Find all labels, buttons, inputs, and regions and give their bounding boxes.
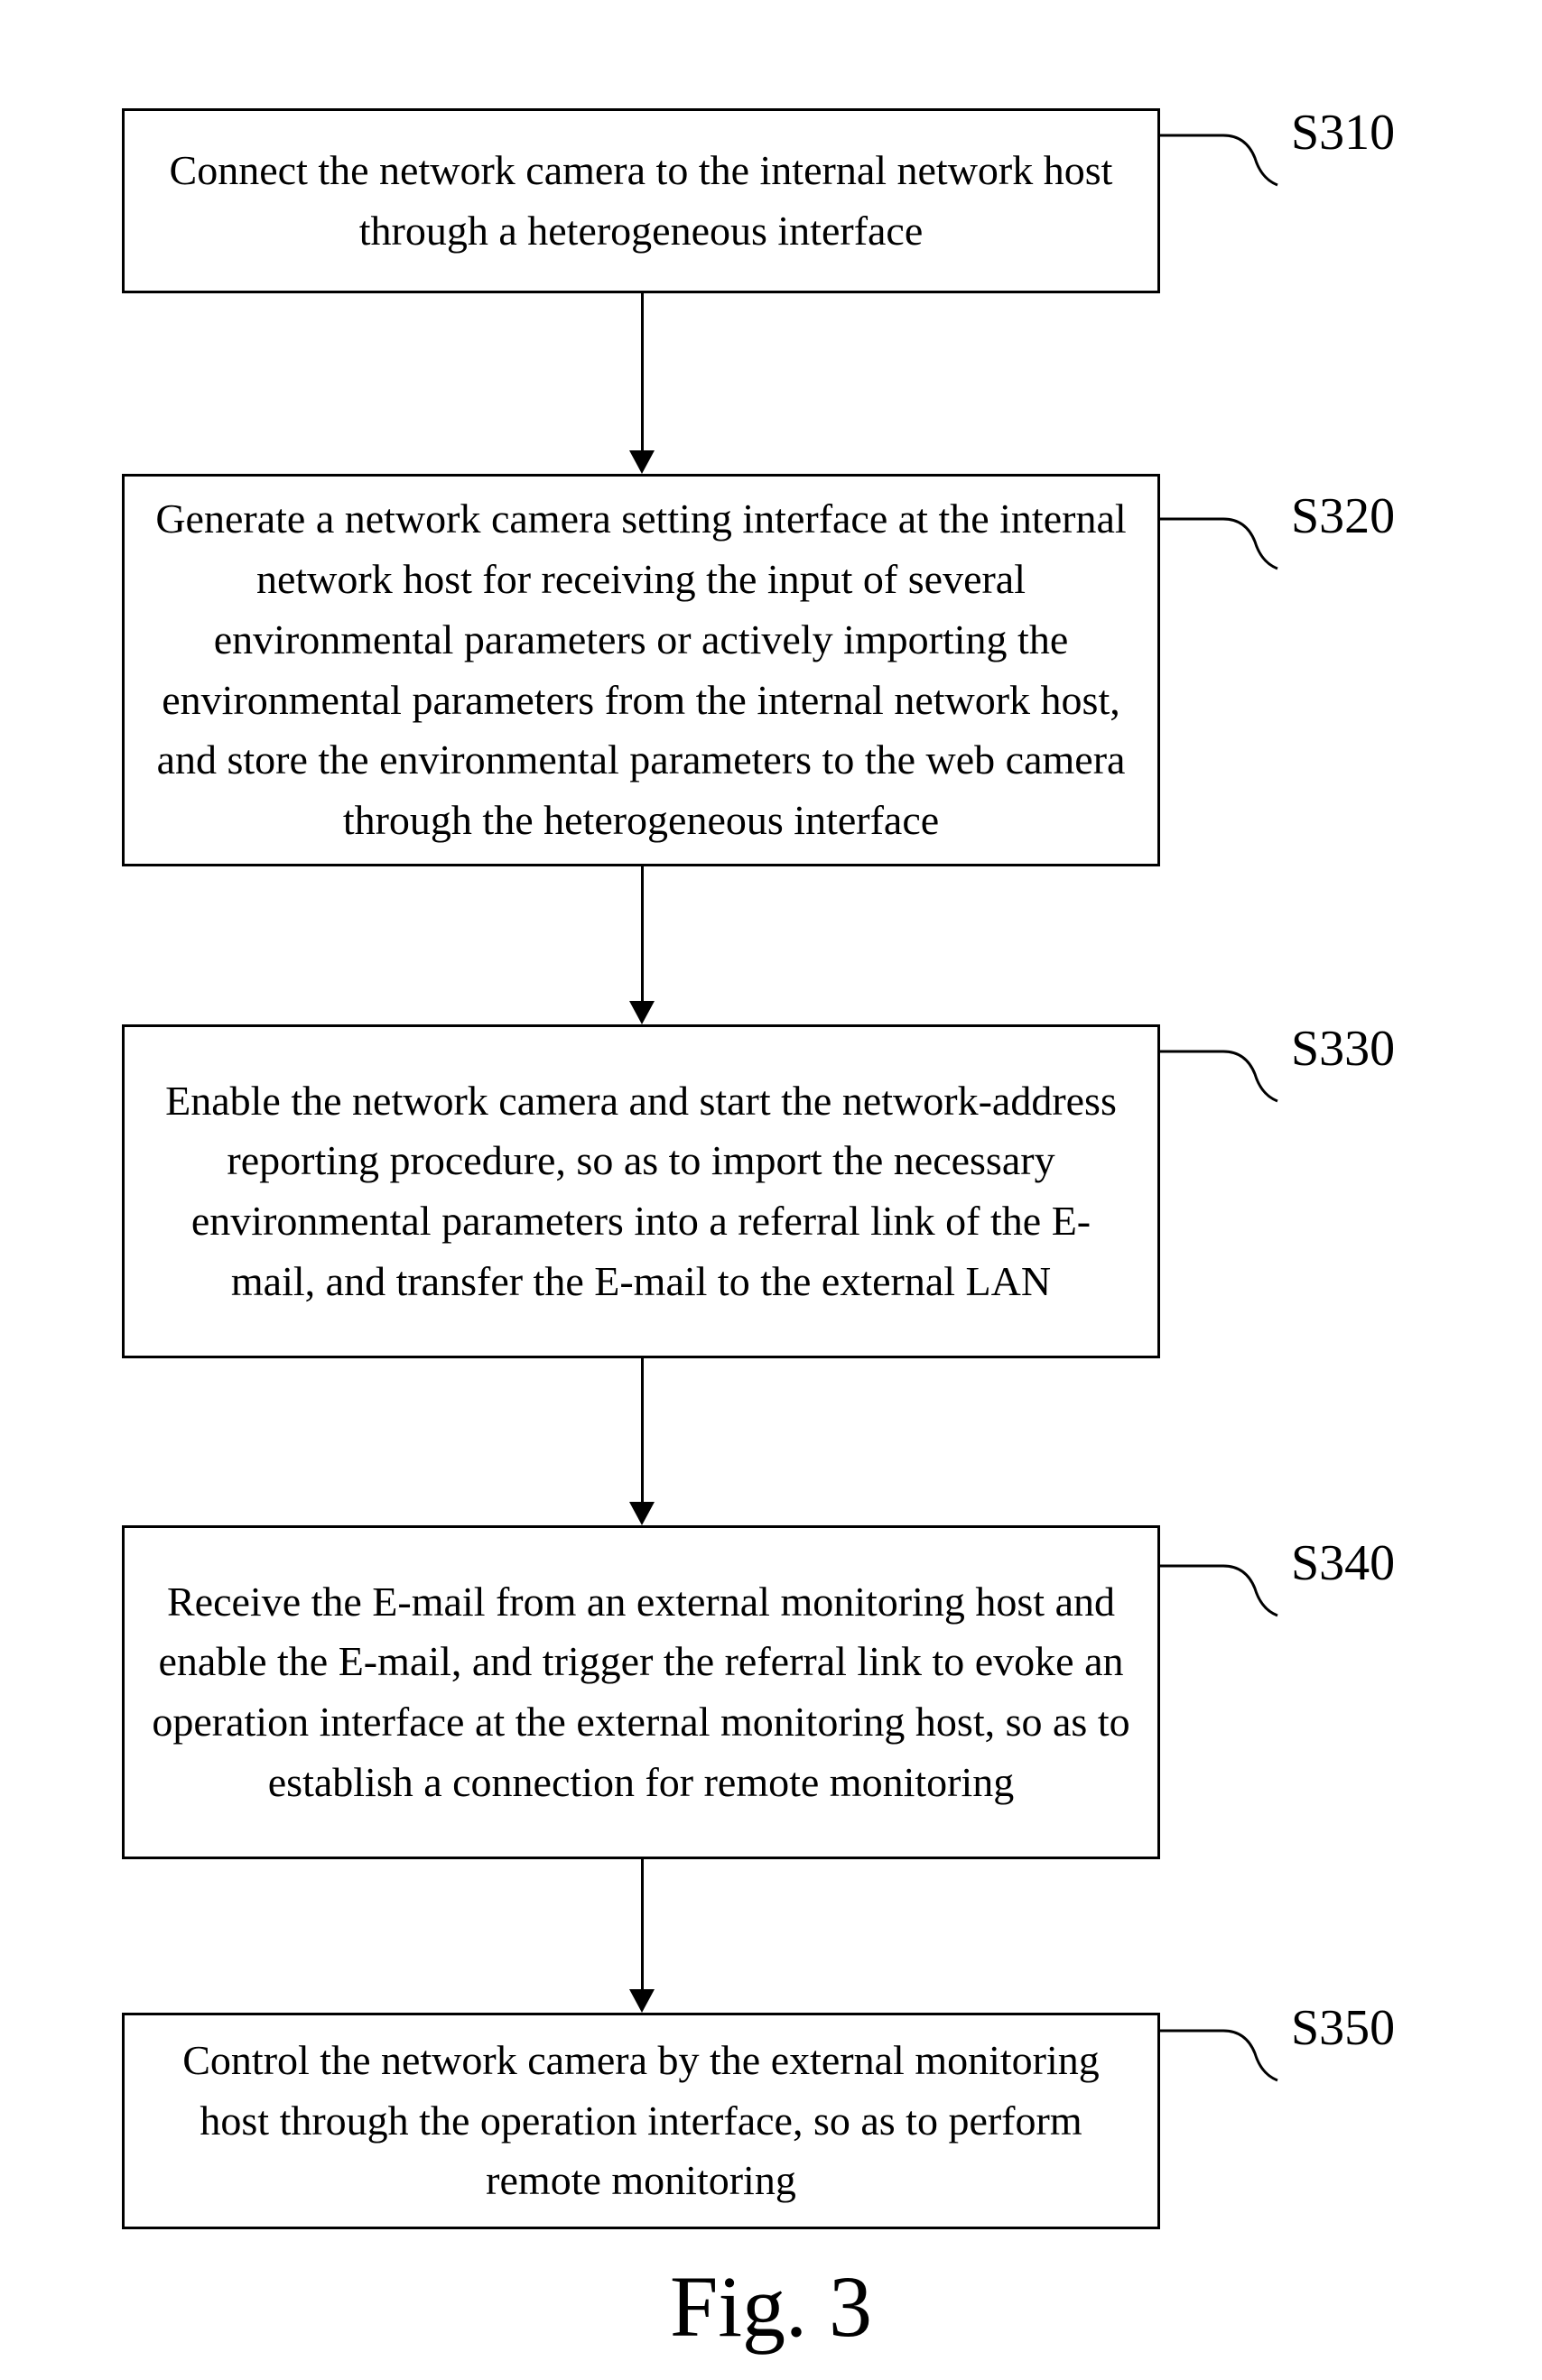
callout-s330 <box>1160 1033 1287 1115</box>
step-label-s330: S330 <box>1291 1020 1395 1078</box>
arrow-head <box>629 1001 655 1024</box>
figure-caption: Fig. 3 <box>0 2256 1542 2357</box>
step-box-s310: Connect the network camera to the intern… <box>122 108 1160 293</box>
step-label-s350: S350 <box>1291 1999 1395 2057</box>
flowchart-container: Connect the network camera to the intern… <box>0 0 1542 2380</box>
arrow-line <box>641 293 644 450</box>
arrow-line <box>641 1859 644 1989</box>
step-text: Enable the network camera and start the … <box>152 1071 1130 1312</box>
step-text: Control the network camera by the extern… <box>152 2031 1130 2211</box>
step-box-s330: Enable the network camera and start the … <box>122 1024 1160 1358</box>
step-box-s350: Control the network camera by the extern… <box>122 2013 1160 2229</box>
step-box-s340: Receive the E-mail from an external moni… <box>122 1525 1160 1859</box>
step-text: Receive the E-mail from an external moni… <box>152 1572 1130 1813</box>
arrow-head <box>629 450 655 474</box>
callout-s350 <box>1160 2013 1287 2094</box>
callout-s310 <box>1160 117 1287 199</box>
step-label-s340: S340 <box>1291 1534 1395 1592</box>
step-label-s310: S310 <box>1291 104 1395 162</box>
step-text: Generate a network camera setting interf… <box>152 489 1130 850</box>
step-label-s320: S320 <box>1291 487 1395 545</box>
arrow-head <box>629 1502 655 1525</box>
arrow-line <box>641 866 644 1001</box>
arrow-head <box>629 1989 655 2013</box>
callout-s340 <box>1160 1548 1287 1629</box>
step-box-s320: Generate a network camera setting interf… <box>122 474 1160 866</box>
step-text: Connect the network camera to the intern… <box>152 141 1130 261</box>
callout-s320 <box>1160 501 1287 582</box>
arrow-line <box>641 1358 644 1502</box>
